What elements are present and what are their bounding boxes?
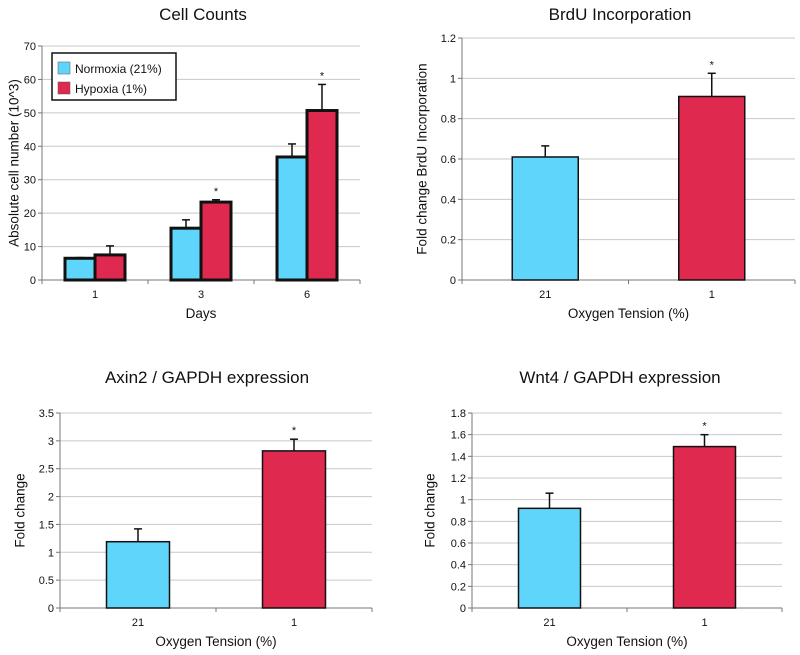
chart-title: Axin2 / GAPDH expression xyxy=(105,368,309,387)
y-tick-label: 40 xyxy=(24,141,36,153)
x-axis-label: Oxygen Tension (%) xyxy=(566,634,687,649)
x-tick-label: 21 xyxy=(543,617,555,629)
bar-hypoxia-day-1 xyxy=(93,253,127,282)
bar-hypoxia-day-3 xyxy=(199,200,233,282)
legend: Normoxia (21%) Hypoxia (1%) xyxy=(51,52,177,101)
chart-3: Axin2 / GAPDH expression 0 0.5 1 1.5 2 2.5 3 3.5… xyxy=(13,368,373,649)
bar-oxygen-21 xyxy=(105,540,171,609)
y-tick-label: 60 xyxy=(24,74,36,86)
y-tick-label: 70 xyxy=(24,41,36,53)
y-tick-label: 0.8 xyxy=(451,516,466,528)
y-tick-label: 10 xyxy=(24,242,36,254)
y-tick-label: 0.6 xyxy=(451,538,466,550)
x-tick-label: 6 xyxy=(304,289,310,301)
y-tick-label: 0.4 xyxy=(441,194,456,206)
bar-oxygen-21 xyxy=(517,507,582,609)
legend-swatch xyxy=(57,81,71,95)
legend-box xyxy=(51,52,177,101)
y-tick-label: 1.4 xyxy=(451,451,466,463)
y-tick-label: 0 xyxy=(30,275,36,287)
y-tick-label: 0.8 xyxy=(441,114,456,126)
bar-normoxia-day-3 xyxy=(169,226,203,282)
legend-label: Normoxia (21%) xyxy=(75,62,162,76)
significance-marker: * xyxy=(702,421,707,433)
y-tick-label: 1 xyxy=(460,495,466,507)
y-tick-label: 2 xyxy=(48,492,54,504)
legend-label: Hypoxia (1%) xyxy=(75,82,147,96)
x-axis-label: Days xyxy=(186,306,217,321)
chart-title: Wnt4 / GAPDH expression xyxy=(519,368,720,387)
bar-normoxia-day-6 xyxy=(275,155,309,282)
y-tick-label: 1.6 xyxy=(451,430,466,442)
y-tick-label: 2.5 xyxy=(39,464,54,476)
y-tick-label: 1 xyxy=(48,547,54,559)
bar-normoxia-day-1 xyxy=(63,256,97,282)
significance-marker: * xyxy=(320,70,325,82)
y-tick-label: 0.6 xyxy=(441,154,456,166)
x-tick-label: 3 xyxy=(198,289,204,301)
bar-oxygen-1 xyxy=(261,450,327,609)
y-tick-label: 3 xyxy=(48,436,54,448)
x-axis-label: Oxygen Tension (%) xyxy=(568,306,689,321)
legend-swatch xyxy=(57,61,71,75)
y-tick-label: 1.2 xyxy=(441,33,456,45)
chart-title: BrdU Incorporation xyxy=(549,5,692,24)
x-tick-label: 1 xyxy=(291,617,297,629)
y-tick-label: 0.2 xyxy=(451,581,466,593)
bar-oxygen-1 xyxy=(678,95,746,281)
bar-hypoxia-day-6 xyxy=(305,109,339,282)
chart-title: Cell Counts xyxy=(159,5,247,24)
y-tick-label: 30 xyxy=(24,175,36,187)
x-axis-label: Oxygen Tension (%) xyxy=(155,634,276,649)
chart-2: BrdU Incorporation 0 0.2 0.4 0.6 0.8 1 1.2 Fold … xyxy=(415,5,796,321)
significance-marker: * xyxy=(292,425,297,437)
significance-marker: * xyxy=(214,186,219,198)
y-tick-label: 1.2 xyxy=(451,473,466,485)
y-tick-label: 0.5 xyxy=(39,575,54,587)
bar-oxygen-21 xyxy=(511,156,579,281)
y-tick-label: 0 xyxy=(450,275,456,287)
x-tick-label: 21 xyxy=(539,289,551,301)
y-axis-label: Fold change xyxy=(423,473,438,547)
y-tick-label: 0.2 xyxy=(441,235,456,247)
y-tick-label: 1 xyxy=(450,73,456,85)
y-tick-label: 20 xyxy=(24,208,36,220)
y-tick-label: 0 xyxy=(48,603,54,615)
y-tick-label: 1.8 xyxy=(451,408,466,420)
y-tick-label: 0 xyxy=(460,603,466,615)
y-tick-label: 0.4 xyxy=(451,560,466,572)
y-axis-label: Fold change xyxy=(13,473,28,547)
x-tick-label: 1 xyxy=(701,617,707,629)
chart-1: Cell Counts 0 10 20 30 40 50 60 70 Absolute cell … xyxy=(7,5,361,321)
x-tick-label: 1 xyxy=(709,289,715,301)
y-axis-label: Absolute cell number (10^3) xyxy=(7,79,22,247)
y-tick-label: 50 xyxy=(24,108,36,120)
x-tick-label: 1 xyxy=(92,289,98,301)
significance-marker: * xyxy=(710,59,715,71)
x-tick-label: 21 xyxy=(132,617,144,629)
bar-oxygen-1 xyxy=(672,445,737,609)
y-tick-label: 3.5 xyxy=(39,408,54,420)
y-axis-label: Fold change BrdU Incorporation xyxy=(415,63,430,254)
chart-4: Wnt4 / GAPDH expression 0 0.2 0.4 0.6 0.8 1 1.2… xyxy=(423,368,783,649)
y-tick-label: 1.5 xyxy=(39,519,54,531)
